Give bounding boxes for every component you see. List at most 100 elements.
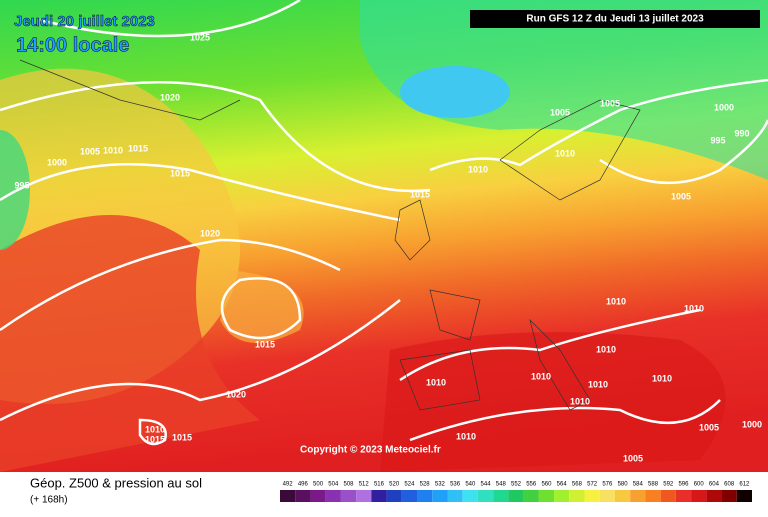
scale-label: 580 <box>618 482 629 488</box>
scale-label: 500 <box>313 482 324 488</box>
isobar-label: 1005 <box>699 422 719 432</box>
isobar-label: 1010 <box>684 303 704 313</box>
isobars <box>0 0 768 444</box>
scale-label: 528 <box>420 482 431 488</box>
isobar-label: 1005 <box>550 107 570 117</box>
scale-label: 496 <box>298 482 309 488</box>
scale-label: 560 <box>541 482 552 488</box>
isobar-label: 1010 <box>426 377 446 387</box>
zone <box>380 332 726 472</box>
scale-swatch <box>614 490 631 502</box>
scale-label: 608 <box>724 482 735 488</box>
scale-swatch <box>280 490 296 502</box>
scale-swatch <box>401 490 418 502</box>
isobar-label: 1000 <box>742 419 762 429</box>
isobar-label: 1005 <box>80 146 100 156</box>
scale-label: 532 <box>435 482 446 488</box>
scale-label: 596 <box>678 482 689 488</box>
scale-label: 516 <box>374 482 385 488</box>
legend-title: Géop. Z500 & pression au sol <box>30 475 202 490</box>
scale-label: 564 <box>557 482 568 488</box>
scale-label: 576 <box>602 482 613 488</box>
isobar-label: 1010 <box>555 148 575 158</box>
isobar-label: 1010 <box>570 396 590 406</box>
scale-swatch <box>538 490 555 502</box>
scale-swatch <box>310 490 326 502</box>
scale-swatch <box>477 490 494 502</box>
isobar-label: 1015 <box>128 143 148 153</box>
isobar-label: 1010 <box>468 164 488 174</box>
scale-label: 540 <box>465 482 476 488</box>
time: 14:00 locale <box>16 34 129 56</box>
zone <box>220 270 304 343</box>
scale-swatch <box>584 490 600 502</box>
scale-swatch <box>706 490 722 502</box>
scale-swatch <box>736 490 752 502</box>
scale-swatch <box>523 490 539 502</box>
scale-label: 492 <box>283 482 294 488</box>
scale-label: 544 <box>481 482 492 488</box>
isobar-label: 1020 <box>226 389 246 399</box>
scale-swatch <box>599 490 615 502</box>
scale-label: 584 <box>633 482 644 488</box>
scale-swatch <box>417 490 433 502</box>
isobar-label: 1010 <box>652 373 672 383</box>
isobar-label: 1025 <box>190 32 210 42</box>
coastlines <box>19 59 641 411</box>
scale-swatch <box>554 490 570 502</box>
scale-label: 588 <box>648 482 659 488</box>
scale-swatch <box>325 490 341 502</box>
scale-label: 512 <box>359 482 370 488</box>
isobar-label: 1010 <box>588 379 608 389</box>
scale-swatch <box>356 490 372 502</box>
scale-swatch <box>371 490 387 502</box>
isobar-label: 1010 <box>456 431 476 441</box>
scale-swatch <box>675 490 692 502</box>
scale-label: 536 <box>450 482 461 488</box>
run-banner <box>470 10 760 28</box>
low-center <box>400 66 510 118</box>
isobar-label: 1010 <box>596 344 616 354</box>
isobar-label: 1015 <box>410 189 430 199</box>
scale-swatch <box>386 490 402 502</box>
scale-label: 604 <box>709 482 720 488</box>
isobar-label: 995 <box>14 180 29 190</box>
scale-label: 556 <box>526 482 537 488</box>
scale-label: 592 <box>663 482 674 488</box>
scale-swatch <box>340 490 357 502</box>
scale-label: 548 <box>496 482 507 488</box>
isobar-label: 995 <box>710 135 725 145</box>
scale-swatch <box>691 490 707 502</box>
zone <box>360 0 768 180</box>
isobar-label: 1010 <box>103 145 123 155</box>
scale-swatch <box>721 490 737 502</box>
scale-swatch <box>569 490 585 502</box>
isobar-label: 1015 <box>145 434 165 444</box>
scale-label: 504 <box>328 482 339 488</box>
isobar-label: 1010 <box>531 371 551 381</box>
scale-swatch <box>447 490 463 502</box>
scale-label: 568 <box>572 482 583 488</box>
isobar-label: 1000 <box>47 157 67 167</box>
scale-swatch <box>432 490 448 502</box>
scale-label: 508 <box>344 482 355 488</box>
scale-swatch <box>508 490 524 502</box>
scale-label: 520 <box>389 482 400 488</box>
isobar-label: 990 <box>734 128 749 138</box>
scale-swatch <box>645 490 661 502</box>
copyright: Copyright © 2023 Meteociel.fr <box>300 445 441 456</box>
isobar-label: 1020 <box>200 228 220 238</box>
isobar-label: 1005 <box>623 453 643 463</box>
isobar-label: 1005 <box>600 98 620 108</box>
zone <box>0 215 260 472</box>
isobar-label: 1015 <box>172 432 192 442</box>
isobar-label: 1010 <box>606 296 626 306</box>
isobar-label: 1010 <box>145 424 165 434</box>
isobar-label: 1005 <box>671 191 691 201</box>
isobar-label: 1015 <box>170 168 190 178</box>
scale-swatch <box>462 490 478 502</box>
scale-label: 552 <box>511 482 522 488</box>
scale-label: 572 <box>587 482 598 488</box>
